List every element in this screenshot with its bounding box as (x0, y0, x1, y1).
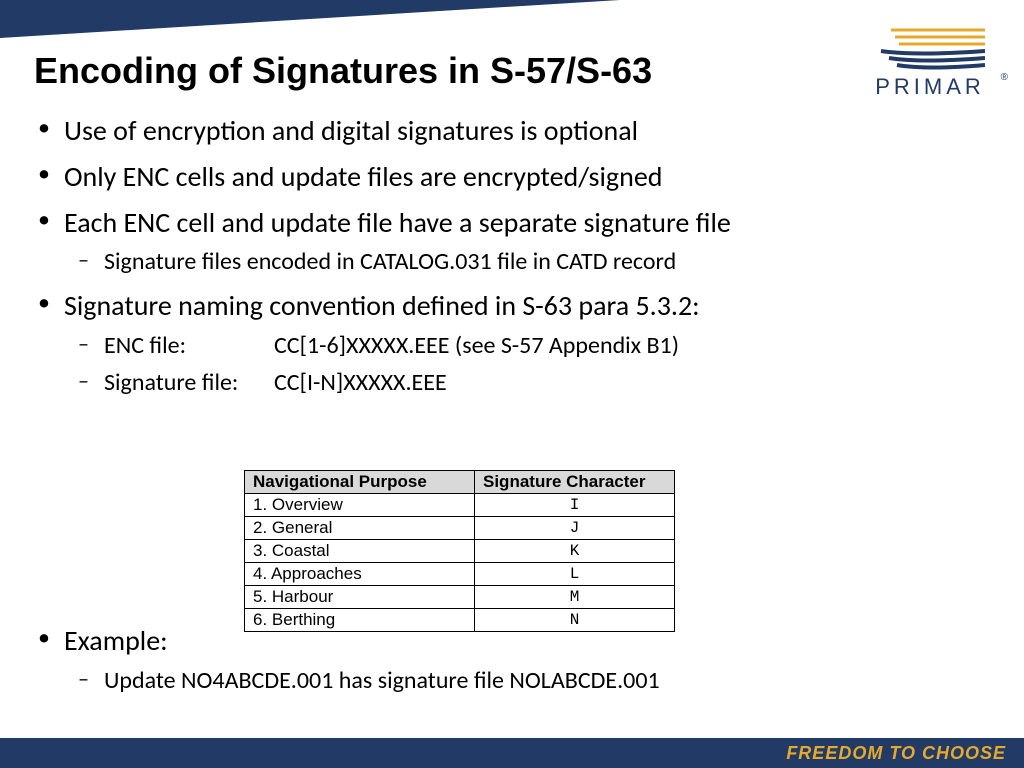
cell-char: L (475, 563, 675, 586)
cell-char: K (475, 540, 675, 563)
brand-name: PRIMAR ® (860, 74, 1000, 100)
table-row: 3. Coastal K (245, 540, 675, 563)
table-row: 4. Approaches L (245, 563, 675, 586)
bullet-2: Only ENC cells and update files are encr… (24, 158, 1000, 196)
wave-icon (875, 26, 985, 72)
top-accent-triangle (0, 0, 620, 38)
sig-file-label: Signature file: (104, 366, 274, 400)
cell-purpose: 5. Harbour (245, 586, 475, 609)
footer-bar: FREEDOM TO CHOOSE (0, 738, 1024, 768)
bullet-4: Signature naming convention defined in S… (24, 287, 1000, 400)
registered-mark: ® (1001, 72, 1012, 83)
bullet-1: Use of encryption and digital signatures… (24, 112, 1000, 150)
example-block: Example: Update NO4ABCDE.001 has signatu… (24, 622, 1000, 705)
bullet-5a: Update NO4ABCDE.001 has signature file N… (64, 664, 1000, 698)
col-sig-char: Signature Character (475, 471, 675, 494)
cell-char: J (475, 517, 675, 540)
table-header-row: Navigational Purpose Signature Character (245, 471, 675, 494)
cell-char: I (475, 494, 675, 517)
bullet-4a: ENC file:CC[1-6]XXXXX.EEE (see S-57 Appe… (64, 329, 1000, 363)
cell-purpose: 2. General (245, 517, 475, 540)
content-area: Use of encryption and digital signatures… (24, 112, 1000, 408)
sig-file-pattern: CC[I-N]XXXXX.EEE (274, 368, 447, 397)
enc-file-pattern: CC[1-6]XXXXX.EEE (see S-57 Appendix B1) (274, 331, 679, 360)
table-row: 5. Harbour M (245, 586, 675, 609)
bullet-3-text: Each ENC cell and update file have a sep… (64, 205, 731, 240)
cell-purpose: 1. Overview (245, 494, 475, 517)
cell-purpose: 3. Coastal (245, 540, 475, 563)
slide-title: Encoding of Signatures in S-57/S-63 (34, 50, 652, 92)
slide: PRIMAR ® Encoding of Signatures in S-57/… (0, 0, 1024, 768)
cell-purpose: 4. Approaches (245, 563, 475, 586)
bullet-4b: Signature file:CC[I-N]XXXXX.EEE (64, 366, 1000, 400)
col-nav-purpose: Navigational Purpose (245, 471, 475, 494)
table-row: 1. Overview I (245, 494, 675, 517)
footer-tagline: FREEDOM TO CHOOSE (786, 743, 1024, 763)
signature-table: Navigational Purpose Signature Character… (244, 470, 675, 632)
enc-file-label: ENC file: (104, 329, 274, 363)
table-row: 2. General J (245, 517, 675, 540)
bullet-3: Each ENC cell and update file have a sep… (24, 204, 1000, 279)
primar-logo: PRIMAR ® (860, 26, 1000, 100)
bullet-5: Example: Update NO4ABCDE.001 has signatu… (24, 622, 1000, 697)
brand-name-text: PRIMAR (875, 74, 985, 99)
bullet-4-text: Signature naming convention defined in S… (64, 288, 700, 323)
bullet-5-text: Example: (64, 623, 168, 658)
bullet-3a: Signature files encoded in CATALOG.031 f… (64, 245, 1000, 279)
cell-char: M (475, 586, 675, 609)
